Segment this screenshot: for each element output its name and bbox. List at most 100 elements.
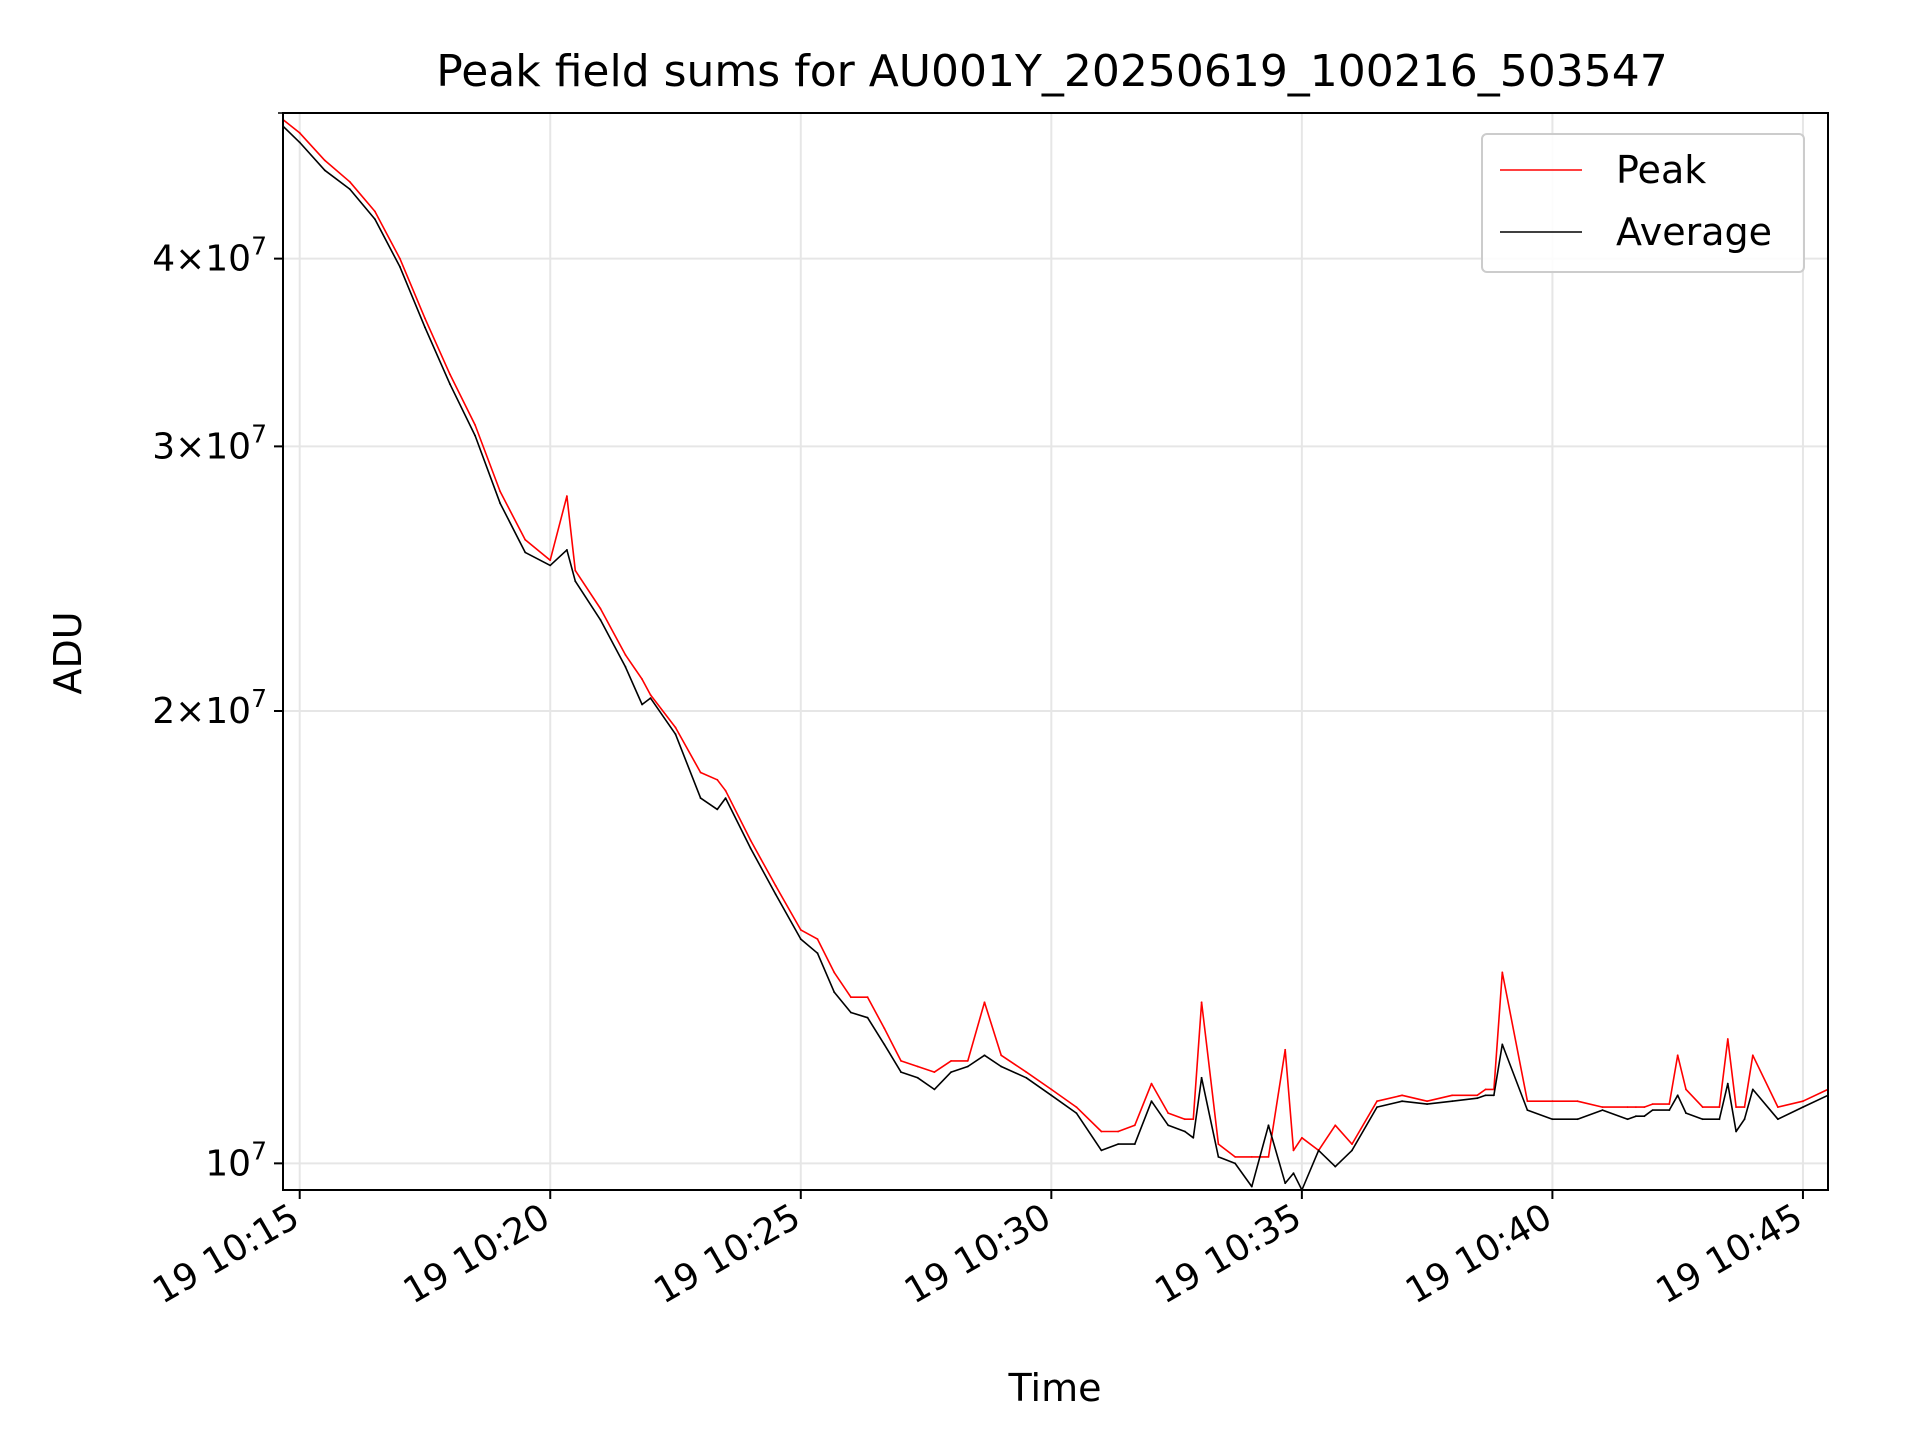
data-point-peak [933,1071,936,1073]
data-point-peak [1376,1100,1378,1103]
data-point-peak [1267,1156,1270,1158]
data-point-peak [1451,1094,1454,1097]
series-line-average [282,125,1829,1191]
data-point-average [900,1071,902,1073]
data-point-average [374,218,376,221]
data-point-peak [983,1001,986,1004]
data-point-peak [624,653,627,656]
data-point-average [1718,1118,1721,1121]
data-point-average [1050,1094,1053,1097]
data-point-average [850,1011,852,1014]
data-point-average [1751,1088,1754,1091]
data-point-average [1643,1115,1646,1118]
data-point-peak [1301,1136,1303,1139]
data-point-average [816,952,819,955]
data-point-peak [1025,1071,1028,1073]
data-point-average [1526,1109,1529,1111]
data-point-average [1192,1136,1195,1139]
data-point-peak [1050,1088,1053,1091]
data-point-average [1133,1143,1136,1145]
data-point-average [933,1088,936,1091]
data-point-peak [1234,1156,1236,1158]
data-point-average [674,733,677,736]
series-line-peak [282,118,1829,1158]
data-point-peak [449,373,451,376]
data-point-peak [599,607,602,610]
data-point-average [983,1054,986,1057]
data-point-average [1075,1112,1078,1114]
data-point-peak [1192,1118,1195,1121]
data-point-average [1184,1130,1186,1133]
data-point-peak [1184,1118,1186,1121]
data-point-average [1292,1172,1295,1175]
data-point-peak [474,424,476,426]
data-point-peak [1351,1143,1353,1145]
data-point-average [1317,1149,1320,1152]
x-axis-label: Time [1008,1366,1102,1410]
data-point-average [599,618,602,621]
data-point-peak [1626,1106,1629,1108]
data-point-average [649,697,652,699]
data-point-average [1735,1130,1737,1133]
data-point-peak [1117,1130,1119,1133]
data-point-average [1150,1100,1153,1103]
data-point-peak [1643,1106,1646,1108]
data-point-average [1426,1103,1428,1105]
data-point-average [1000,1065,1003,1068]
data-point-average [641,703,643,706]
data-point-average [716,808,719,811]
data-point-peak [1292,1149,1295,1152]
data-point-peak [1150,1082,1153,1085]
data-point-average [1635,1115,1637,1118]
data-point-peak [850,996,852,999]
legend-label-average: Average [1616,210,1772,254]
data-point-peak [1701,1106,1704,1108]
data-point-peak [1635,1106,1637,1108]
data-point-peak [1426,1100,1428,1103]
data-point-average [1777,1118,1779,1121]
data-point-peak [816,938,819,940]
data-point-average [866,1016,869,1019]
data-point-peak [649,694,652,696]
data-point-peak [348,180,351,183]
data-point-peak [524,538,527,541]
data-point-peak [1726,1038,1729,1040]
data-point-peak [674,726,677,729]
data-point-peak [1334,1124,1337,1127]
data-point-average [549,564,552,567]
data-point-average [499,502,501,505]
data-point-average [449,383,451,386]
data-point-peak [883,1027,886,1030]
data-point-peak [549,559,552,562]
data-point-peak [1651,1103,1654,1105]
data-point-average [1601,1109,1604,1111]
y-tick-label: 4×107 [152,232,267,280]
data-point-peak [724,789,727,792]
data-point-average [1217,1156,1220,1158]
data-point-average [833,991,836,993]
data-point-peak [1000,1054,1003,1057]
data-point-peak [1484,1088,1487,1091]
legend-label-peak: Peak [1616,148,1706,192]
data-point-average [474,434,476,437]
data-point-peak [950,1060,952,1062]
data-point-average [699,797,702,799]
data-point-peak [1133,1124,1136,1127]
data-point-average [1668,1109,1671,1111]
data-point-average [566,549,568,551]
data-point-peak [1100,1130,1103,1133]
data-point-peak [499,490,501,493]
data-point-average [966,1065,969,1068]
data-point-peak [1777,1106,1779,1108]
data-point-peak [1250,1156,1253,1158]
data-point-peak [298,132,301,134]
data-point-average [724,797,727,799]
data-point-average [1651,1109,1654,1111]
data-point-average [1234,1162,1236,1165]
data-point-average [1676,1094,1679,1097]
data-point-peak [1551,1100,1554,1103]
data-point-average [1493,1094,1495,1097]
data-point-average [1284,1182,1287,1185]
data-point-peak [424,317,426,320]
